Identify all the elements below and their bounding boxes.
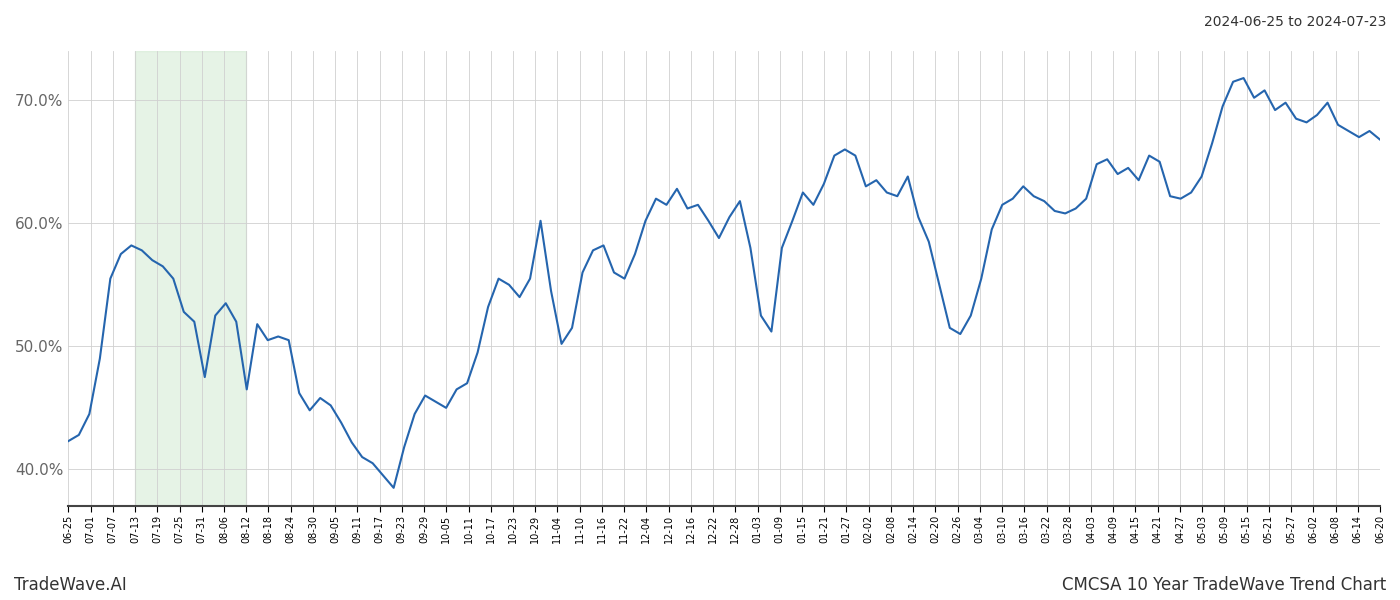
Text: TradeWave.AI: TradeWave.AI [14, 576, 127, 594]
Bar [134, 51, 246, 506]
Text: 2024-06-25 to 2024-07-23: 2024-06-25 to 2024-07-23 [1204, 15, 1386, 29]
Text: CMCSA 10 Year TradeWave Trend Chart: CMCSA 10 Year TradeWave Trend Chart [1061, 576, 1386, 594]
